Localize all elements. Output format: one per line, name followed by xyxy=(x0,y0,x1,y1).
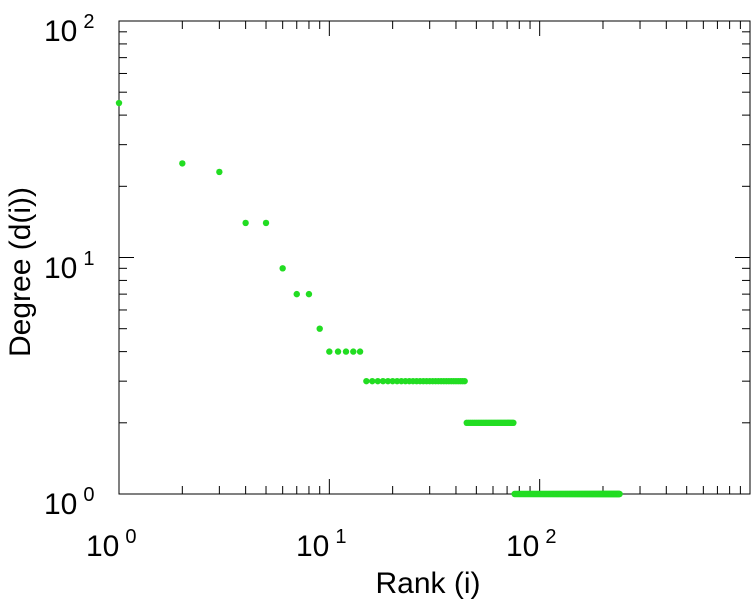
data-point xyxy=(374,377,381,385)
data-point xyxy=(384,377,392,385)
data-points xyxy=(115,99,623,498)
data-point xyxy=(334,348,342,355)
data-point xyxy=(389,377,396,385)
data-point xyxy=(262,219,270,227)
x-tick-label-0: 10 0 xyxy=(86,526,137,563)
data-point xyxy=(279,265,286,272)
data-point xyxy=(369,377,376,385)
x-axis-label: Rank (i) xyxy=(375,567,480,600)
axis-ticks xyxy=(118,20,750,495)
plot-frame xyxy=(118,20,751,495)
y-tick-label-0: 10 0 xyxy=(44,484,95,521)
y-tick-label-2: 10 2 xyxy=(44,11,95,48)
data-point xyxy=(316,325,323,332)
y-tick-label-1: 10 1 xyxy=(44,248,95,285)
data-point xyxy=(350,348,357,355)
data-point xyxy=(461,377,468,385)
data-point xyxy=(356,348,364,355)
data-point xyxy=(293,290,300,298)
x-tick-label-1: 10 1 xyxy=(296,526,347,563)
data-point xyxy=(216,168,223,176)
data-point xyxy=(616,490,623,498)
y-axis-label: Degree (d(i)) xyxy=(4,187,37,357)
data-point xyxy=(242,219,249,227)
data-point xyxy=(305,290,313,298)
data-point xyxy=(510,419,517,427)
data-point xyxy=(363,377,370,385)
data-point xyxy=(379,377,387,385)
data-point xyxy=(342,348,350,355)
x-tick-label-2: 10 2 xyxy=(506,526,557,563)
data-point xyxy=(115,99,123,107)
data-point xyxy=(179,160,186,167)
data-point xyxy=(326,348,333,355)
